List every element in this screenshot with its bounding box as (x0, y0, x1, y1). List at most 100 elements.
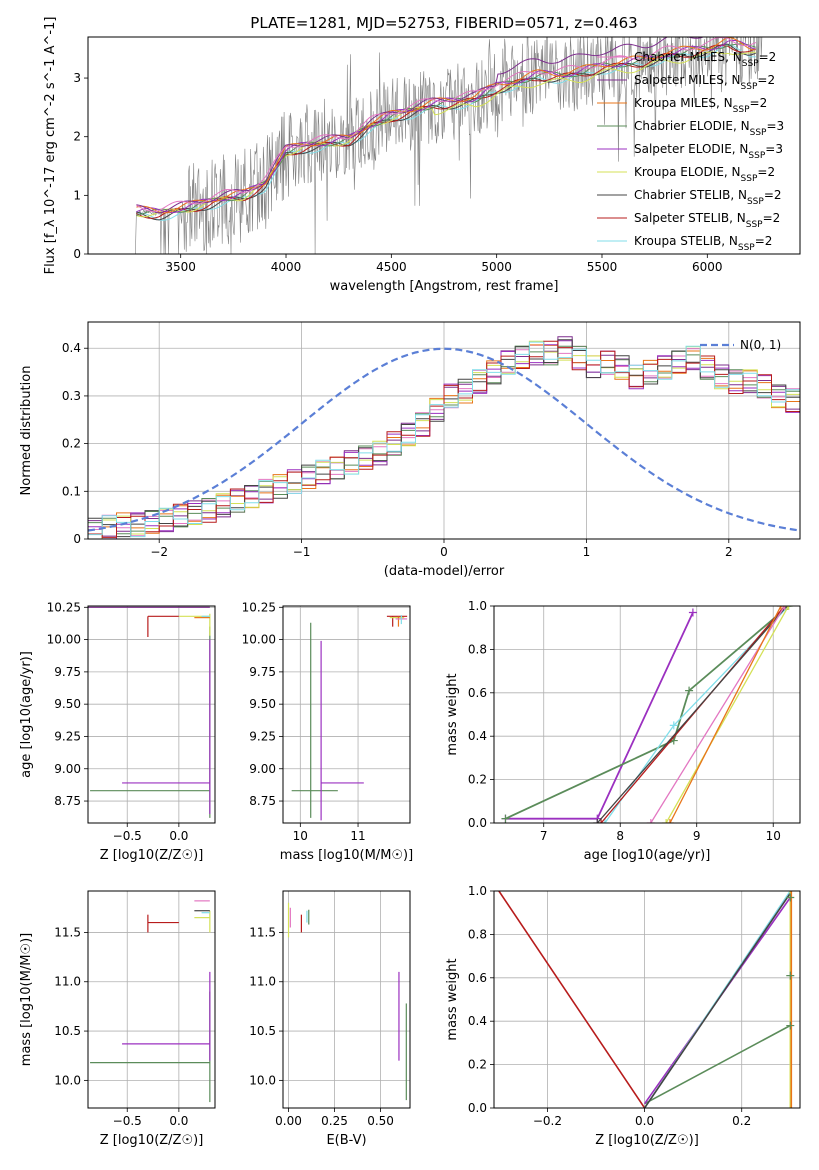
cumulative-line-kroupa_elodie (665, 606, 790, 823)
legend-suffix: =2 (755, 234, 773, 248)
plot-area (283, 891, 410, 1108)
y-axis-label: mass weight (445, 958, 460, 1040)
legend-suffix: =2 (763, 211, 781, 225)
y-tick-label: 10.25 (47, 600, 81, 614)
x-tick-label: 8 (616, 829, 624, 843)
y-tick-label: 0.6 (468, 971, 487, 985)
legend-suffix: =2 (757, 73, 775, 87)
y-tick-label: 8.75 (249, 794, 276, 808)
panel-mass_weight_vs_Z: −0.2 0.0 0.2 0.0 0.2 0.4 0.6 0.8 1.0 Z [log10(Z/Z… (445, 884, 801, 1148)
y-tick-label: 9.50 (249, 697, 276, 711)
y-tick-label: 10.0 (54, 1073, 81, 1087)
legend-subscript: SSP (738, 243, 755, 253)
y-tick-label: 10.5 (249, 1024, 276, 1038)
cumulative-line-chabrier_elodie (644, 1024, 791, 1105)
y-tick-label: 11.0 (54, 975, 81, 989)
data-point-marker (786, 893, 795, 902)
x-tick-label: 5500 (587, 260, 618, 274)
y-tick-label: 2 (73, 130, 81, 144)
y-tick-label: 0.8 (468, 642, 487, 656)
y-tick-label: 11.5 (54, 925, 81, 939)
plot-area (111, 37, 763, 254)
x-tick-label: 6000 (692, 260, 723, 274)
y-tick-label: 10.00 (47, 633, 81, 647)
axes-frame (493, 605, 801, 824)
x-axis-label: Z [log10(Z/Z☉)] (100, 1133, 204, 1148)
data-point-marker (786, 1021, 795, 1030)
x-tick-label: −0.5 (113, 1114, 142, 1128)
y-tick-label: 10.00 (242, 633, 276, 647)
y-tick-label: 0 (73, 532, 81, 546)
data-point-marker (784, 606, 793, 610)
y-tick-label: 0.4 (62, 341, 81, 355)
data-point-marker (593, 819, 602, 823)
legend-label: Salpeter MILES, NSSP=2 (634, 73, 775, 92)
cumulative-line-salpeter_elodie (505, 612, 694, 820)
x-tick-label: 10 (766, 829, 781, 843)
x-axis-label: Z [log10(Z/Z☉)] (595, 1133, 699, 1148)
y-tick-label: 0.2 (468, 1058, 487, 1072)
cumulative-line-kroupa_miles (669, 606, 782, 823)
x-tick-label: −0.2 (533, 1114, 562, 1128)
y-tick-label: 0.3 (62, 389, 81, 403)
legend-suffix: =2 (759, 50, 777, 64)
x-tick-label: 4500 (376, 260, 407, 274)
x-tick-label: 4000 (271, 260, 302, 274)
legend-label: Salpeter ELODIE, NSSP=3 (634, 142, 783, 161)
y-tick-label: 9.25 (249, 729, 276, 743)
legend-suffix: =2 (764, 188, 782, 202)
legend-label: Salpeter STELIB, NSSP=2 (634, 211, 780, 230)
x-axis-label: (data-model)/error (384, 564, 505, 579)
panel-mass_weight_vs_age: 7 8 9 10 0.0 0.2 0.4 0.6 0.8 1.0 age [log10(age/yr… (445, 599, 801, 863)
y-tick-label: 0.4 (468, 729, 487, 743)
data-point-marker (665, 819, 674, 823)
legend-suffix: =2 (757, 165, 775, 179)
y-tick-label: 0.2 (468, 773, 487, 787)
model-spectrum-chabrier_elodie (136, 43, 756, 216)
data-point-marker (646, 819, 655, 823)
cumulative-line-salpeter_stelib (498, 891, 646, 1108)
panel-mass_vs_ebv: 0.00 0.25 0.50 10.0 10.5 11.0 11.5 E(B-V) (249, 890, 411, 1148)
legend-suffix: =3 (766, 119, 784, 133)
data-point-marker (669, 721, 678, 730)
y-tick-label: 11.0 (249, 975, 276, 989)
y-tick-label: 0 (73, 247, 81, 261)
panel-age_vs_Z: −0.5 0.0 8.75 9.00 9.25 9.50 9.75 10.00 10.25 Z [… (19, 600, 216, 863)
model-spectrum-salpeter_stelib (136, 44, 756, 219)
y-tick-label: 9.75 (54, 665, 81, 679)
y-tick-label: 11.5 (249, 925, 276, 939)
y-tick-label: 10.25 (242, 600, 276, 614)
data-point-marker (662, 819, 671, 823)
y-tick-label: 1 (73, 188, 81, 202)
axes-frame (87, 890, 216, 1109)
y-tick-label: 0.6 (468, 686, 487, 700)
x-tick-label: 10 (293, 829, 308, 843)
plot-area (88, 322, 800, 539)
gaussian-curve (88, 347, 800, 532)
y-tick-label: 0.1 (62, 484, 81, 498)
histogram-step-chabrier_miles (88, 344, 800, 537)
plot-area (283, 606, 410, 823)
model-spectrum-salpeter_elodie (136, 39, 756, 214)
y-tick-label: 9.00 (54, 762, 81, 776)
x-tick-label: 2 (725, 545, 733, 559)
y-axis-label: mass weight (445, 673, 460, 755)
panel-mass_vs_Z: −0.5 0.0 10.0 10.5 11.0 11.5 Z [log10(Z/Z☉)] ma… (19, 890, 216, 1148)
legend-subscript: SSP (750, 128, 767, 138)
panel-spectrum: 3500 4000 4500 5000 5500 6000 0 1 2 3 wavelength [… (43, 17, 801, 294)
y-tick-label: 1.0 (468, 884, 487, 898)
plot-area (88, 606, 215, 823)
x-axis-label: Z [log10(Z/Z☉)] (100, 848, 204, 863)
y-tick-label: 0.0 (468, 816, 487, 830)
x-tick-label: 11 (350, 829, 365, 843)
legend-label: Kroupa STELIB, NSSP=2 (634, 234, 772, 253)
cumulative-line-chabrier_elodie (505, 606, 790, 820)
plot-area (494, 606, 800, 823)
legend-suffix: =2 (750, 96, 768, 110)
axes-frame (493, 890, 801, 1109)
legend-subscript: SSP (733, 105, 750, 115)
legend-label: N(0, 1) (740, 338, 781, 352)
legend-label: Kroupa MILES, NSSP=2 (634, 96, 767, 115)
axes-frame (87, 605, 216, 824)
